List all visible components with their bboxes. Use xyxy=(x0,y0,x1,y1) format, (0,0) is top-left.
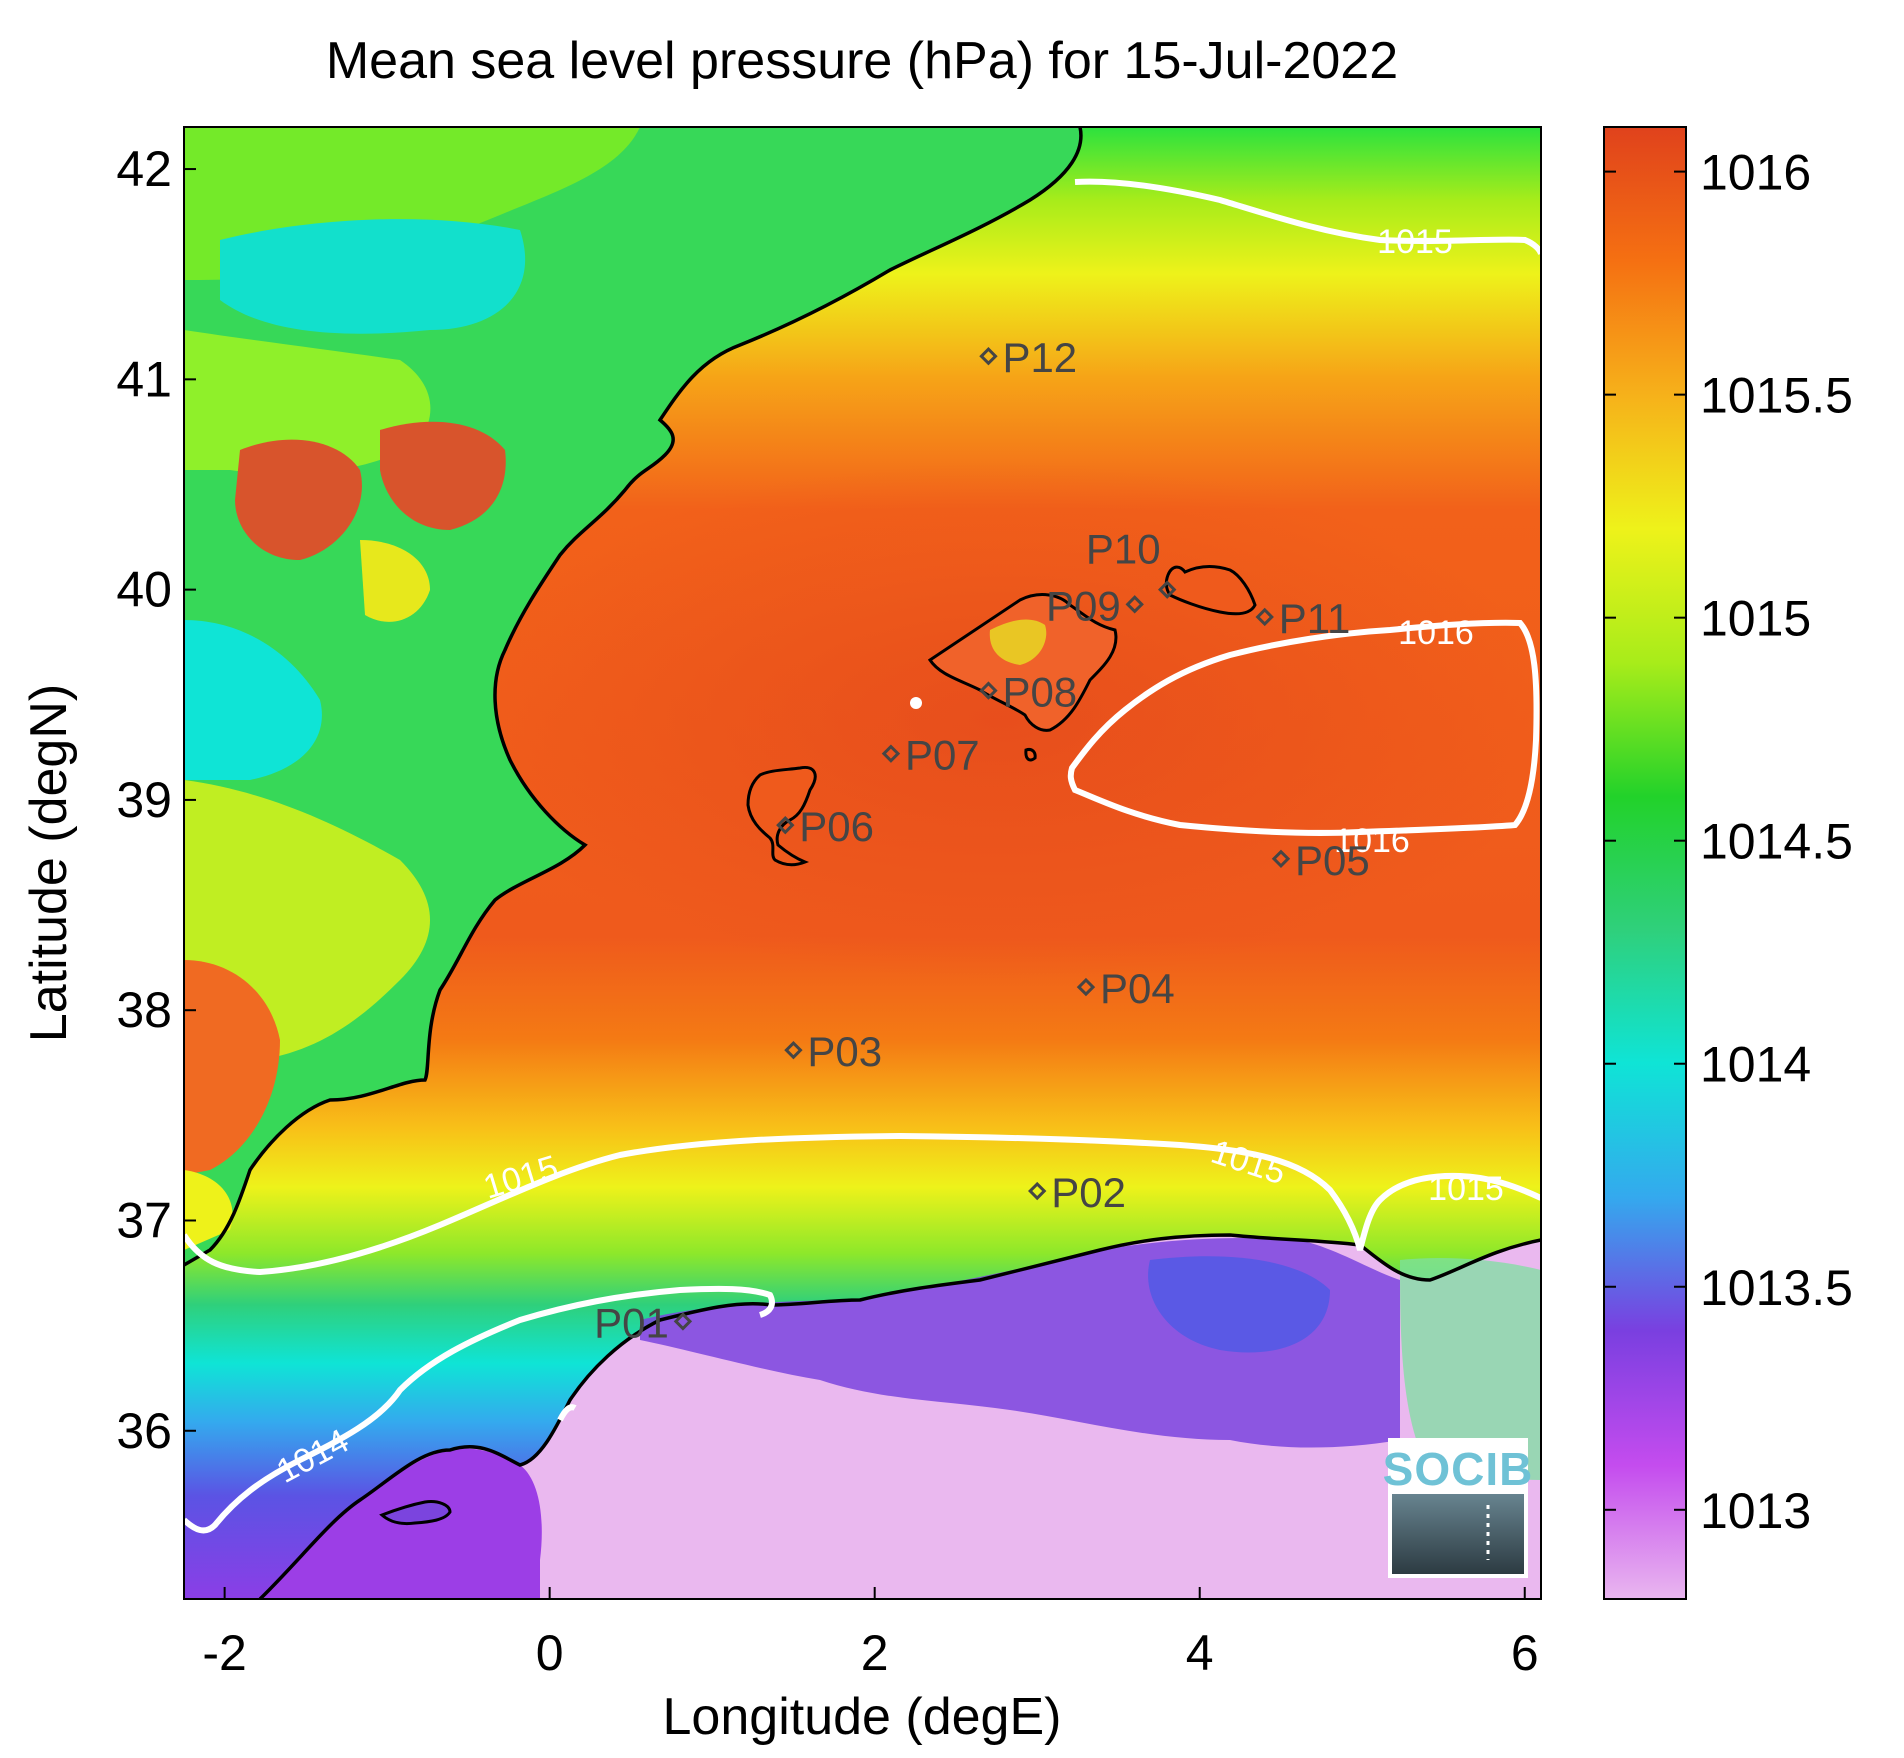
station-marker xyxy=(979,347,998,366)
map-plot-area: 1015 1015 1015 1015 1016 1016 1014 P01P0… xyxy=(184,127,1541,1599)
socib-logo: SOCIB xyxy=(1383,1438,1534,1578)
colorbar-tick-label: 1015.5 xyxy=(1700,368,1853,424)
y-tick-label: 36 xyxy=(116,1403,172,1459)
station-marker xyxy=(1125,595,1144,614)
land-patch xyxy=(380,421,506,530)
station-marker xyxy=(979,681,998,700)
small-islet-marker xyxy=(910,697,922,709)
iberia-coastline xyxy=(184,127,1083,1267)
station-label: P01 xyxy=(594,1299,669,1346)
x-axis-ticks: -2 0 2 4 6 xyxy=(202,1587,1539,1681)
station-marker xyxy=(776,815,795,835)
station-marker xyxy=(1158,580,1177,599)
station-label: P12 xyxy=(1002,334,1077,381)
station-label: P09 xyxy=(1046,582,1121,629)
y-tick-label: 40 xyxy=(116,562,172,618)
island-mallorca-highland xyxy=(989,619,1047,665)
x-tick-label: 0 xyxy=(536,1625,564,1681)
map-frame xyxy=(183,126,1542,1600)
x-tick-label: -2 xyxy=(202,1625,246,1681)
station-label: P03 xyxy=(807,1028,882,1075)
land-patch xyxy=(184,1170,233,1250)
colorbar-tick-label: 1014.5 xyxy=(1700,814,1853,870)
high-pressure-core xyxy=(440,460,1541,980)
contour-1016-closed xyxy=(1067,619,1540,836)
contour-1014 xyxy=(184,1285,775,1534)
station-label: P07 xyxy=(905,732,980,779)
station-marker xyxy=(1271,849,1291,868)
pressure-contours xyxy=(184,178,1541,1534)
land-patch xyxy=(184,620,322,780)
station-label: P04 xyxy=(1100,965,1175,1012)
contour-label: 1016 xyxy=(1334,822,1410,860)
contour-1015-north xyxy=(1074,178,1541,255)
land-patch xyxy=(1400,1258,1541,1480)
y-tick-label: 38 xyxy=(116,982,172,1038)
x-tick-label: 4 xyxy=(1186,1625,1214,1681)
y-tick-label: 37 xyxy=(116,1192,172,1248)
station-marker xyxy=(1028,1181,1047,1201)
contour-label: 1016 xyxy=(1398,614,1474,652)
small-islet xyxy=(1024,748,1037,762)
colorbar-tick-label: 1015 xyxy=(1700,591,1811,647)
station-marker xyxy=(1076,977,1096,997)
colorbar-ticks: 1013 1013.5 1014 1014.5 1015 1015.5 1016 xyxy=(1604,145,1853,1539)
colorbar-tick-label: 1016 xyxy=(1700,145,1811,201)
socib-logo-header xyxy=(1392,1442,1524,1494)
x-tick-label: 2 xyxy=(861,1625,889,1681)
y-tick-label: 39 xyxy=(116,772,172,828)
x-tick-label: 6 xyxy=(1511,1625,1539,1681)
station-label: P05 xyxy=(1295,837,1370,884)
station-marker xyxy=(1255,607,1274,627)
station-label: P08 xyxy=(1002,669,1077,716)
contour-label: 1015 xyxy=(1377,223,1453,261)
small-island xyxy=(379,1500,452,1526)
contour-1015-south xyxy=(184,1132,1541,1276)
north-africa-coastline xyxy=(258,1233,1541,1599)
colorbar-scale xyxy=(1603,126,1687,1600)
y-axis-ticks: 36 37 38 39 40 41 42 xyxy=(116,141,196,1459)
station-label: P02 xyxy=(1051,1169,1126,1216)
chart-title: Mean sea level pressure (hPa) for 15-Jul… xyxy=(326,32,1398,90)
station-marker xyxy=(881,744,901,763)
land-patch xyxy=(360,540,430,622)
station-label: P11 xyxy=(1279,595,1351,642)
contour-label: 1015 xyxy=(1428,1170,1504,1208)
island-ibiza xyxy=(746,765,817,867)
station-label: P06 xyxy=(799,803,874,850)
colorbar: 1013 1013.5 1014 1014.5 1015 1015.5 1016 xyxy=(1603,126,1853,1600)
station-marker xyxy=(673,1312,693,1331)
colorbar-tick-label: 1013.5 xyxy=(1700,1260,1853,1316)
colorbar-tick-label: 1014 xyxy=(1700,1037,1811,1093)
station-marker xyxy=(784,1040,803,1060)
station-markers: P01 P02 P03 P04 P05 P06 P07 P08 P09 P10 P11 P12 xyxy=(594,334,1370,1346)
land-patch xyxy=(235,439,362,560)
land-patch xyxy=(1148,1256,1330,1353)
socib-logo-text: SOCIB xyxy=(1383,1443,1534,1495)
land-patch xyxy=(184,330,431,474)
y-tick-label: 41 xyxy=(116,351,172,407)
land-patch xyxy=(220,219,526,334)
colorbar-tick-label: 1013 xyxy=(1700,1483,1811,1539)
y-axis-label: Latitude (degN) xyxy=(20,684,78,1042)
station-label: P10 xyxy=(1086,526,1161,573)
land-patch xyxy=(184,960,280,1175)
y-tick-label: 42 xyxy=(116,141,172,197)
x-axis-label: Longitude (degE) xyxy=(663,1688,1062,1746)
